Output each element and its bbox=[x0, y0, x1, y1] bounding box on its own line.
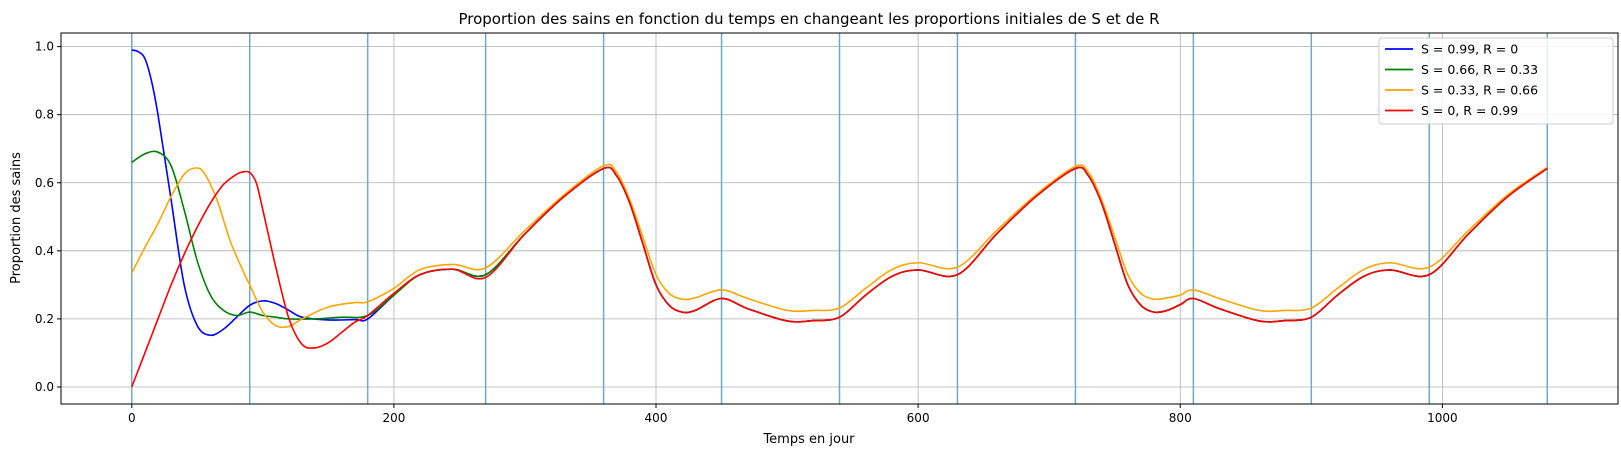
x-tick-label: 400 bbox=[645, 411, 668, 425]
x-axis-label: Temps en jour bbox=[762, 432, 855, 447]
x-tick-label: 600 bbox=[907, 411, 930, 425]
y-tick-label: 0.0 bbox=[35, 380, 54, 394]
chart-title: Proportion des sains en fonction du temp… bbox=[458, 10, 1159, 28]
series-line-3 bbox=[131, 163, 1548, 329]
y-tick-label: 0.2 bbox=[35, 312, 54, 326]
x-axis: 0 200 400 600 800 1000 bbox=[128, 404, 1458, 425]
period-lines bbox=[131, 33, 1548, 404]
y-axis: 0.0 0.2 0.4 0.6 0.8 1.0 bbox=[35, 40, 61, 394]
x-tick-label: 800 bbox=[1169, 411, 1192, 425]
legend-box bbox=[1378, 37, 1614, 125]
legend: S = 0.99, R = 0 S = 0.66, R = 0.33 S = 0.3… bbox=[1378, 37, 1614, 125]
y-axis-label: Proportion des sains bbox=[9, 152, 24, 284]
x-tick-label: 200 bbox=[382, 411, 405, 425]
x-tick-label: 1000 bbox=[1427, 411, 1458, 425]
y-tick-label: 0.8 bbox=[35, 108, 54, 122]
x-tick-label: 0 bbox=[128, 411, 136, 425]
y-tick-label: 1.0 bbox=[35, 40, 54, 54]
legend-label: S = 0.99, R = 0 bbox=[1421, 42, 1518, 57]
legend-label: S = 0.66, R = 0.33 bbox=[1421, 62, 1538, 77]
legend-label: S = 0.33, R = 0.66 bbox=[1421, 83, 1538, 98]
plot-frame bbox=[60, 32, 1619, 405]
series-line-4 bbox=[131, 166, 1548, 388]
legend-label: S = 0, R = 0.99 bbox=[1421, 103, 1518, 118]
y-tick-label: 0.4 bbox=[35, 244, 54, 258]
y-tick-label: 0.6 bbox=[35, 176, 54, 190]
series-group bbox=[131, 49, 1548, 388]
